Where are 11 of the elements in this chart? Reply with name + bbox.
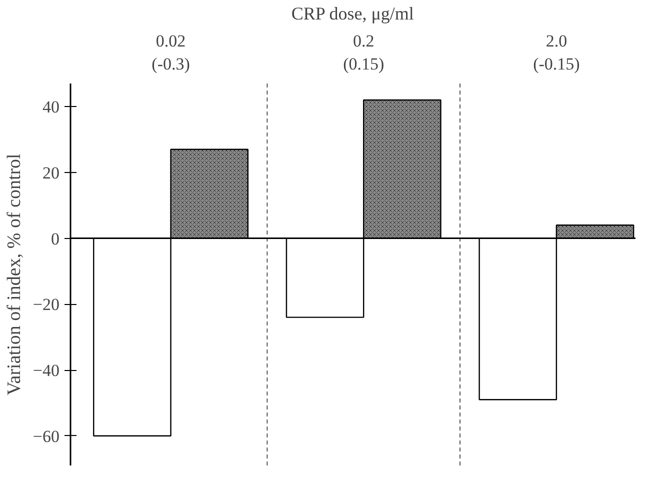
y-tick-label: −60: [32, 426, 60, 446]
x-tick-label: 0.02 (-0.3): [152, 32, 190, 74]
y-axis-title: Variation of index, % of control: [4, 154, 25, 396]
y-tick-label: 40: [42, 98, 60, 117]
x-axis-title: CRP dose, μg/ml: [291, 4, 414, 24]
y-tick-label: 0: [51, 229, 60, 248]
y-tick-label: −20: [32, 295, 60, 314]
y-tick-label: −40: [32, 361, 60, 380]
x-tick-label: 2.0 (-0.15): [533, 32, 580, 74]
y-tick-label: 20: [42, 163, 60, 182]
x-tick-label: 0.2 (0.15): [343, 32, 384, 74]
